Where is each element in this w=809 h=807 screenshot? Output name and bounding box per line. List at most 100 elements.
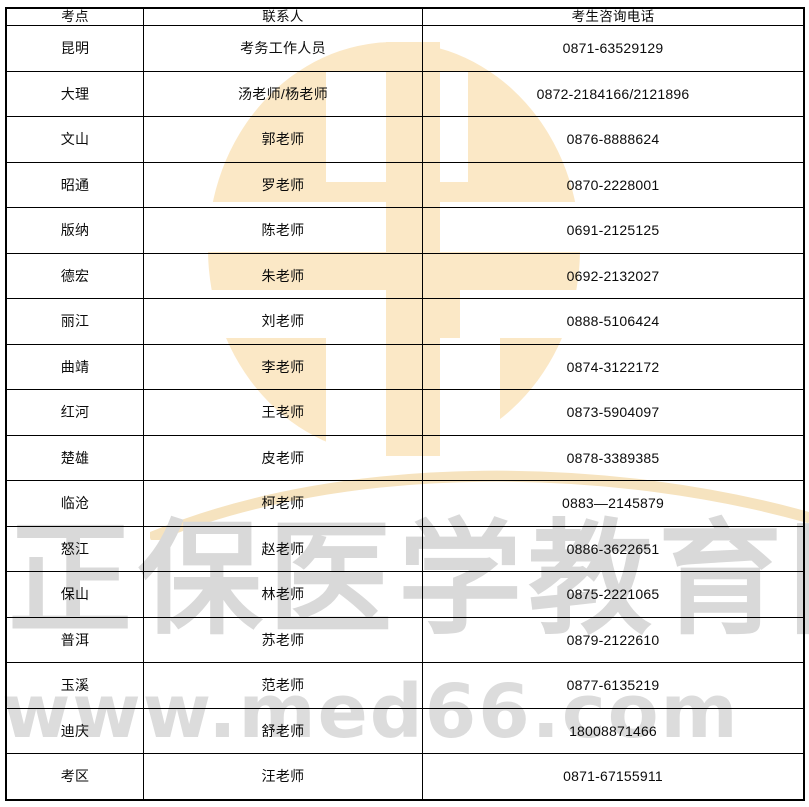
site-value: 临沧 [60,495,90,512]
site-value: 昭通 [60,176,90,193]
site-value: 曲靖 [60,358,90,375]
cell-site: 普洱 [6,616,144,664]
column-header-site-label: 考点 [61,9,89,24]
cell-contact: 刘老师 [143,298,423,345]
table-row: 楚雄 皮老师 0878-3389385 [6,434,804,482]
site-value: 丽江 [60,313,90,330]
cell-phone: 0691-2125125 [422,207,804,254]
cell-site: 丽江 [6,298,144,345]
site-value: 怒江 [60,540,90,557]
site-value: 玉溪 [60,677,90,694]
site-value: 迪庆 [60,722,90,739]
site-value: 楚雄 [60,449,90,466]
site-value: 保山 [60,586,90,603]
phone-value: 18008871466 [569,722,657,739]
cell-phone: 0877-6135219 [422,662,804,709]
phone-value: 0886-3622651 [566,540,660,557]
cell-phone: 0886-3622651 [422,525,804,573]
site-value: 考区 [60,768,90,785]
cell-contact: 王老师 [143,389,423,436]
cell-contact: 罗老师 [143,161,423,209]
cell-contact: 陈老师 [143,207,423,254]
cell-contact: 苏老师 [143,616,423,664]
cell-site: 考区 [6,753,144,800]
contact-value: 考务工作人员 [240,40,326,57]
phone-value: 0888-5106424 [566,313,660,330]
table-row: 怒江 赵老师 0886-3622651 [6,525,804,573]
site-value: 红河 [60,404,90,421]
site-value: 版纳 [60,222,90,239]
contact-value: 朱老师 [261,267,305,284]
phone-value: 0872-2184166/2121896 [536,85,690,102]
phone-value: 0873-5904097 [566,404,660,421]
column-header-site: 考点 [6,7,144,27]
contact-value: 汪老师 [261,768,305,785]
cell-contact: 范老师 [143,662,423,709]
table-header-row: 考点 联系人 考生咨询电话 [6,7,804,27]
cell-phone: 0872-2184166/2121896 [422,70,804,118]
cell-contact: 李老师 [143,343,423,391]
phone-value: 0879-2122610 [566,631,660,648]
table-row: 德宏 朱老师 0692-2132027 [6,252,804,300]
table-row: 昆明 考务工作人员 0871-63529129 [6,25,804,72]
cell-site: 昆明 [6,25,144,72]
phone-value: 0883—2145879 [561,495,665,512]
cell-phone: 0875-2221065 [422,571,804,618]
cell-site: 大理 [6,70,144,118]
cell-contact: 林老师 [143,571,423,618]
site-value: 昆明 [60,40,90,57]
exam-site-contact-table: 考点 联系人 考生咨询电话 昆明 考务工作人员 0871-63529129 [5,7,805,801]
table-row: 考区 汪老师 0871-67155911 [6,753,804,800]
cell-contact: 郭老师 [143,116,423,163]
contact-value: 舒老师 [261,722,305,739]
cell-contact: 舒老师 [143,707,423,755]
contact-value: 罗老师 [261,176,305,193]
site-value: 普洱 [60,631,90,648]
cell-site: 迪庆 [6,707,144,755]
contact-value: 范老师 [261,677,305,694]
cell-contact: 皮老师 [143,434,423,482]
contact-value: 汤老师/杨老师 [238,85,328,102]
cell-phone: 0874-3122172 [422,343,804,391]
site-value: 大理 [60,85,90,102]
contact-value: 苏老师 [261,631,305,648]
cell-site: 昭通 [6,161,144,209]
phone-value: 0876-8888624 [566,131,660,148]
contact-value: 陈老师 [261,222,305,239]
cell-phone: 0873-5904097 [422,389,804,436]
table-row: 临沧 柯老师 0883—2145879 [6,480,804,527]
column-header-contact: 联系人 [143,7,423,27]
cell-site: 楚雄 [6,434,144,482]
phone-value: 0878-3389385 [566,449,660,466]
cell-contact: 朱老师 [143,252,423,300]
cell-contact: 赵老师 [143,525,423,573]
cell-contact: 汤老师/杨老师 [143,70,423,118]
site-value: 文山 [60,131,90,148]
contact-value: 赵老师 [261,540,305,557]
cell-phone: 18008871466 [422,707,804,755]
contact-table-container: 考点 联系人 考生咨询电话 昆明 考务工作人员 0871-63529129 [5,7,805,801]
phone-value: 0877-6135219 [566,677,660,694]
cell-site: 怒江 [6,525,144,573]
contact-value: 林老师 [261,586,305,603]
phone-value: 0692-2132027 [566,267,660,284]
cell-site: 德宏 [6,252,144,300]
cell-contact: 柯老师 [143,480,423,527]
table-row: 普洱 苏老师 0879-2122610 [6,616,804,664]
cell-site: 保山 [6,571,144,618]
column-header-phone: 考生咨询电话 [422,7,804,27]
cell-site: 玉溪 [6,662,144,709]
cell-phone: 0888-5106424 [422,298,804,345]
phone-value: 0691-2125125 [566,222,660,239]
cell-phone: 0879-2122610 [422,616,804,664]
contact-value: 柯老师 [261,495,305,512]
table-row: 红河 王老师 0873-5904097 [6,389,804,436]
table-row: 大理 汤老师/杨老师 0872-2184166/2121896 [6,70,804,118]
cell-phone: 0870-2228001 [422,161,804,209]
table-row: 玉溪 范老师 0877-6135219 [6,662,804,709]
table-row: 文山 郭老师 0876-8888624 [6,116,804,163]
site-value: 德宏 [60,267,90,284]
phone-value: 0871-67155911 [563,768,663,785]
cell-contact: 考务工作人员 [143,25,423,72]
cell-contact: 汪老师 [143,753,423,800]
